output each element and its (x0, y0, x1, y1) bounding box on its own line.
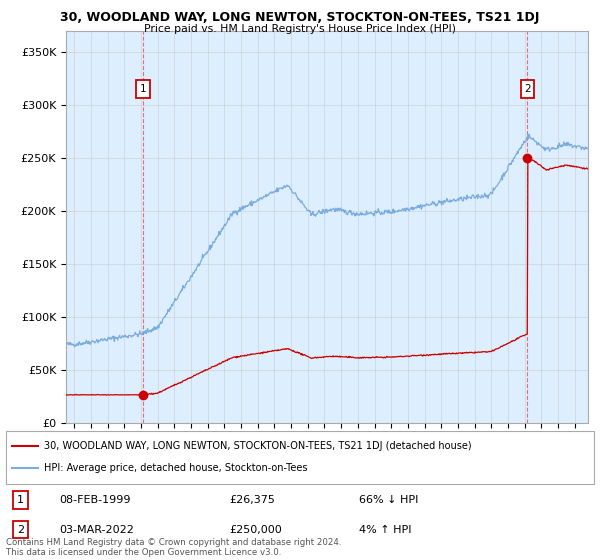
Text: 30, WOODLAND WAY, LONG NEWTON, STOCKTON-ON-TEES, TS21 1DJ (detached house): 30, WOODLAND WAY, LONG NEWTON, STOCKTON-… (44, 441, 472, 451)
FancyBboxPatch shape (6, 431, 594, 484)
Text: £26,375: £26,375 (229, 495, 275, 505)
Text: Contains HM Land Registry data © Crown copyright and database right 2024.
This d: Contains HM Land Registry data © Crown c… (6, 538, 341, 557)
Text: 03-MAR-2022: 03-MAR-2022 (59, 525, 134, 535)
Text: 30, WOODLAND WAY, LONG NEWTON, STOCKTON-ON-TEES, TS21 1DJ: 30, WOODLAND WAY, LONG NEWTON, STOCKTON-… (61, 11, 539, 24)
Text: 1: 1 (17, 495, 24, 505)
Text: 1: 1 (140, 84, 146, 94)
Text: 4% ↑ HPI: 4% ↑ HPI (359, 525, 412, 535)
Text: 66% ↓ HPI: 66% ↓ HPI (359, 495, 418, 505)
Text: 2: 2 (17, 525, 24, 535)
Text: Price paid vs. HM Land Registry's House Price Index (HPI): Price paid vs. HM Land Registry's House … (144, 24, 456, 34)
Text: HPI: Average price, detached house, Stockton-on-Tees: HPI: Average price, detached house, Stoc… (44, 464, 308, 473)
Text: £250,000: £250,000 (229, 525, 282, 535)
Text: 2: 2 (524, 84, 531, 94)
Text: 08-FEB-1999: 08-FEB-1999 (59, 495, 130, 505)
